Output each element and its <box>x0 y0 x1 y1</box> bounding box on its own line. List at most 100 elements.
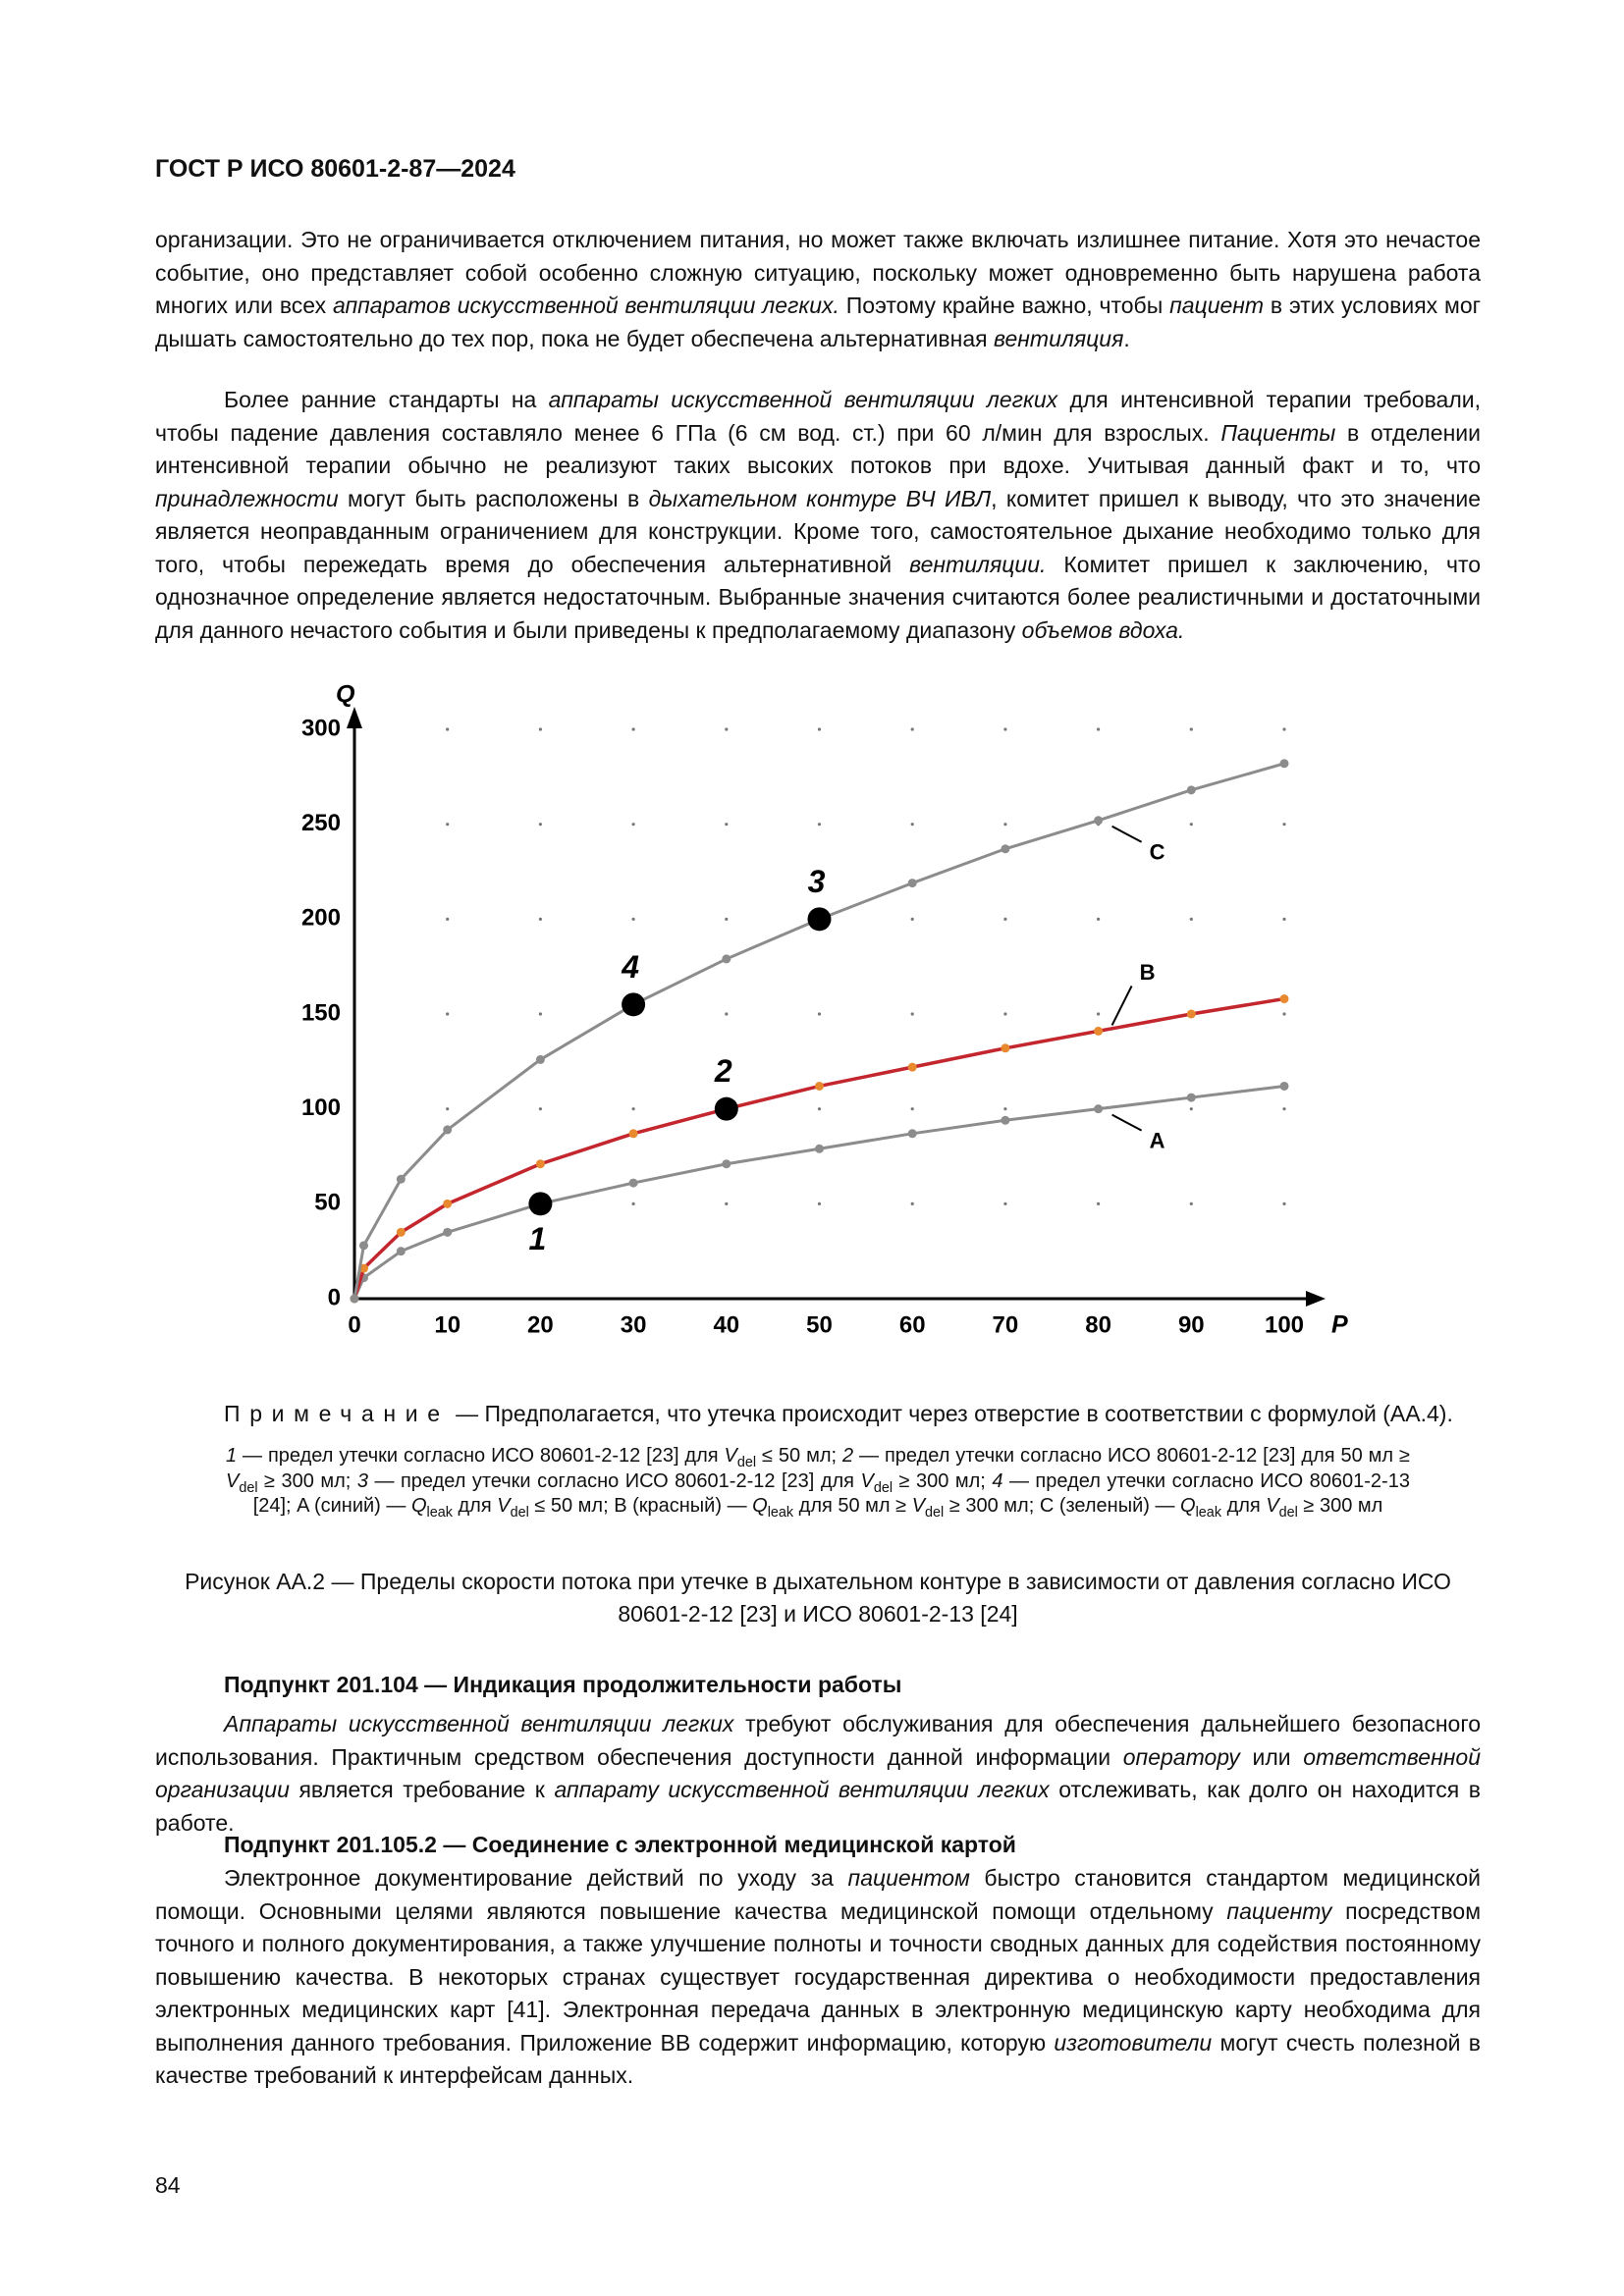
data-point <box>907 1062 917 1072</box>
x-tick-label: 100 <box>1265 1311 1304 1338</box>
text-run: . <box>1123 325 1130 351</box>
italic-run: 2 <box>841 1445 854 1467</box>
marked-point-label: 4 <box>621 949 639 985</box>
data-point <box>1186 1093 1196 1102</box>
text-run: ≥ 300 мл; С (зеленый) — <box>944 1495 1181 1517</box>
data-point <box>1001 1043 1010 1053</box>
data-point <box>1279 1081 1289 1091</box>
grid-dot <box>1282 1201 1286 1205</box>
grid-dot <box>1282 727 1286 731</box>
data-point <box>443 1125 453 1135</box>
section-heading: Подпункт 201.105.2 — Соединение с электр… <box>224 1832 1016 1857</box>
series-label: B <box>1140 960 1156 985</box>
grid-dot <box>1282 1012 1286 1016</box>
text-run: ≥ 300 мл; <box>893 1469 993 1492</box>
grid-dot <box>1189 1107 1193 1111</box>
grid-dot <box>725 917 729 921</box>
data-point <box>396 1227 406 1237</box>
x-tick-label: 0 <box>348 1311 360 1338</box>
data-point <box>1186 785 1196 795</box>
grid-dot <box>910 727 914 731</box>
grid-dot <box>1189 1201 1193 1205</box>
data-point <box>1094 1104 1104 1114</box>
grid-dot <box>538 1107 543 1111</box>
italic-run: изготовители <box>1054 2029 1213 2056</box>
data-point <box>1094 1026 1104 1036</box>
spaced-run: Примечание <box>224 1401 450 1426</box>
text-run: могут быть расположены в <box>338 485 649 511</box>
text-run: быстро становится стандартом медицинской… <box>155 1865 1482 1924</box>
data-point <box>628 1178 638 1188</box>
grid-dot <box>910 1201 914 1205</box>
marked-point-label: 2 <box>714 1053 732 1089</box>
data-point <box>1186 1009 1196 1019</box>
grid-dot <box>446 1012 450 1016</box>
text-run: Поэтому крайне важно, чтобы <box>839 293 1170 318</box>
text-run: отслеживать, как долго он находится в ра… <box>155 1777 1481 1836</box>
grid-dot <box>725 1012 729 1016</box>
marked-point <box>714 1096 738 1121</box>
italic-run: аппарату искусственной вентиляции легких <box>554 1777 1050 1802</box>
x-tick-label: 70 <box>993 1311 1019 1338</box>
grid-dot <box>631 1107 635 1111</box>
grid-dot <box>910 1107 914 1111</box>
paragraph: Аппараты искусственной вентиляции легких… <box>155 1708 1481 1840</box>
grid-dot <box>817 1012 822 1016</box>
subscript: leak <box>426 1505 453 1521</box>
data-point <box>628 1129 638 1139</box>
text-run: могут счесть полезной в качестве требова… <box>155 2029 1481 2089</box>
y-tick-label: 200 <box>301 905 341 932</box>
leader-line <box>1110 985 1133 1026</box>
data-point <box>1001 844 1010 854</box>
text-run: — Предполагается, что утечка происходит … <box>449 1401 1453 1426</box>
x-tick-label: 40 <box>713 1311 739 1338</box>
grid-dot <box>538 1012 543 1016</box>
grid-dot <box>725 823 729 827</box>
figure-note: Примечание — Предполагается, что утечка … <box>155 1398 1481 1431</box>
grid-dot <box>817 727 822 731</box>
text-run: организации. Это не ограничивается отклю… <box>155 227 1481 318</box>
grid-dot <box>1282 823 1286 827</box>
data-point <box>1094 816 1104 826</box>
subscript: del <box>873 1479 893 1496</box>
subscript: del <box>510 1505 529 1521</box>
section-heading: Подпункт 201.104 — Индикация продолжител… <box>224 1672 902 1697</box>
grid-dot <box>1282 1107 1286 1111</box>
page-number: 84 <box>155 2172 181 2198</box>
grid-dot <box>1003 1107 1007 1111</box>
grid-dot <box>1189 823 1193 827</box>
text-run: является требование к <box>289 1777 555 1802</box>
italic-run: вентиляция <box>993 325 1124 351</box>
text-run: ≤ 50 мл; <box>756 1445 842 1467</box>
paragraph: организации. Это не ограничивается отклю… <box>155 224 1481 355</box>
data-point <box>907 1129 917 1139</box>
leader-line <box>1111 825 1143 843</box>
data-point <box>396 1174 406 1184</box>
x-tick-label: 30 <box>621 1311 647 1338</box>
data-point <box>1279 759 1289 769</box>
data-point <box>907 879 917 888</box>
data-point <box>396 1247 406 1256</box>
data-point <box>443 1227 453 1237</box>
paragraph: Более ранние стандарты на аппараты искус… <box>155 384 1481 647</box>
x-tick-label: 60 <box>899 1311 926 1338</box>
text-run: требуют обслуживания для обеспечения дал… <box>155 1711 1481 1770</box>
grid-dot <box>538 917 543 921</box>
subscript: leak <box>767 1505 794 1521</box>
italic-run: пациентом <box>847 1865 970 1891</box>
text-run: для <box>1221 1495 1267 1517</box>
marked-point <box>807 907 832 932</box>
subscript: leak <box>1195 1505 1222 1521</box>
grid-dot <box>1189 727 1193 731</box>
text-run: в отделении интенсивной терапии обычно н… <box>155 419 1481 479</box>
y-tick-label: 0 <box>328 1284 341 1310</box>
x-tick-label: 20 <box>527 1311 554 1338</box>
italic-run: V <box>911 1495 926 1517</box>
text-run: посредством точного и полного документир… <box>155 1897 1482 2056</box>
italic-run: дыхательном контуре ВЧ ИВЛ <box>648 485 992 511</box>
text-run: Электронное документирование действий по… <box>224 1865 848 1891</box>
grid-dot <box>1003 823 1007 827</box>
italic-run: Q <box>1180 1495 1196 1517</box>
